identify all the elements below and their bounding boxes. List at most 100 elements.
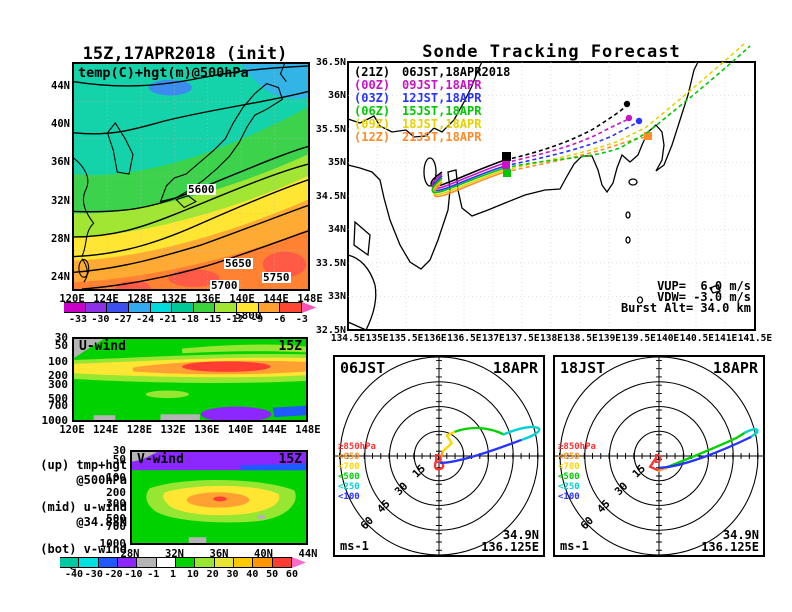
ring-label-group: 15 30 45 60 [578,462,648,532]
legend-utc-time: (09Z) [354,117,391,131]
pressure-label: 500 [106,512,126,525]
sonde-grid [348,62,755,330]
colorbar-segment [117,557,138,568]
pressure-label: 200 [106,486,126,499]
colorbar-segment [107,302,129,313]
panel-caption: (up) tmp+hgt @500hPa (mid) u-wind @34.88N (b… [0,458,127,572]
pressure-label: 100 [106,471,126,484]
trace-lt500 [666,431,747,468]
hodo1-unit: ms-1 [340,539,369,553]
pressure-label: 300 [106,497,126,510]
legend-utc-time: (21Z) [354,65,391,79]
vwind-pressure-labels: 30 50 100 200 300 500 700 1000 [96,444,128,550]
track-12z-solid [433,171,506,198]
ring-label-60: 60 [578,514,596,532]
hodo2-time: 18JST [560,359,606,377]
ring-label-60: 60 [358,514,376,532]
trace-lt250 [744,427,759,439]
burst-marker-purple [502,161,510,169]
sonde-tracks [430,43,751,198]
hodo-legend-entry: ≥850hPa [338,442,376,452]
colorbar-segment [237,302,259,313]
sonde-xlabels: 134.5E 135E 135.5E 136E 136.5E 137E 137.5E 138E… [330,333,773,344]
colorbar-segment [214,557,234,568]
legend-jst-time: 15JST,18APR [402,104,482,118]
hodo1-time: 06JST [340,359,386,377]
track-21z-end [623,100,631,108]
uwind-panel: U-wind 15Z [72,337,308,422]
station-lon: 136.125E [701,540,759,554]
vwind-panel: V-wind 15Z [130,450,308,545]
sonde-legend-row: (09Z) 18JST,18APR [354,118,510,131]
pressure-label: 30 [54,331,68,344]
hodo2-date: 18APR [712,359,758,377]
temp-patch-red3 [115,281,151,289]
uwind-time-label: 15Z [278,339,302,354]
hodo-legend-entry: <700 [558,462,580,472]
colorbar-segment [60,557,80,568]
ring-label-45: 45 [594,497,612,515]
sonde-legend-row: (12Z) 21JST,18APR [354,131,510,144]
colorbar-segment [258,302,281,313]
hodo1-station: 34.9N 136.125E [481,529,539,553]
colorbar-segment [98,557,118,568]
trace-lt250 [502,425,541,442]
track-09z-solid [432,169,506,196]
hodo-legend-entry: <850 [558,452,580,462]
trace-lt850 [438,449,445,463]
annotation-line: Burst Alt= 34.0 km [620,301,751,315]
temp-patch-red1 [168,269,220,288]
station-lon: 136.125E [481,540,539,554]
trace-lt500 [454,426,505,436]
launch-marker: D [434,452,442,467]
wind-colorbar [60,557,306,568]
colorbar-segment [85,302,108,313]
colorbar-segment [150,302,173,313]
hodo1-date: 18APR [492,359,538,377]
hodo-legend-entry: <700 [338,462,360,472]
uwind-pressure-labels: 30 50 100 200 300 500 700 1000 [38,331,70,427]
uwind-jet-core [182,361,271,372]
vwind-gray-topleft [132,452,158,462]
colorbar-segment [272,557,292,568]
pressure-label: 1000 [41,414,69,427]
annotation-line: VUP= 6.0 m/s [657,279,751,293]
contour-label: 5750 [262,271,291,284]
hodo-legend-entry: <500 [338,472,360,482]
track-03z-end [635,117,643,125]
hodo2-unit: ms-1 [560,539,589,553]
temp-band-lightblue [241,64,308,99]
temp-patch-blue [148,79,192,96]
hodo2-station: 34.9N 136.125E [701,529,759,553]
station-lat: 34.9N [502,528,539,542]
track-06z-descent [504,45,751,169]
colorbar-segment [233,557,254,568]
temp-patch-red2 [262,251,307,278]
pressure-label: 700 [48,399,68,412]
burst-marker-black [502,152,511,161]
trace-lt700 [441,430,457,453]
contour-label: 5600 [187,183,216,196]
pressure-label: 50 [112,453,126,466]
trace-lt100 [658,436,752,469]
colorbar-segment [215,302,238,313]
hodo1-legend: ≥850hPa <850 <700 <500 <250 <100 [338,442,376,502]
hodograph-axes [335,357,543,555]
pressure-label: 1000 [99,537,127,550]
trace-lt100 [439,439,522,465]
hodo-legend-entry: <250 [338,482,360,492]
sonde-title: Sonde Tracking Forecast [422,42,681,62]
ring-label-30: 30 [392,480,410,498]
colorbar-segment [193,302,216,313]
sonde-map-canvas [347,43,756,331]
uwind-purple-low [200,406,272,420]
uwind-blue-low [272,405,306,418]
caption-line: @500hPa [76,473,127,487]
sonde-legend: (21Z) 06JST,18APR2018 (00Z) 09JST,18APR … [354,66,510,144]
legend-jst-time: 06JST,18APR2018 [402,65,511,79]
track-00z-end [625,114,633,122]
uwind-terrain2 [160,414,200,420]
vwind-terrain2 [257,515,265,520]
colorbar-segment [195,557,215,568]
colorbar-segment [172,302,194,313]
